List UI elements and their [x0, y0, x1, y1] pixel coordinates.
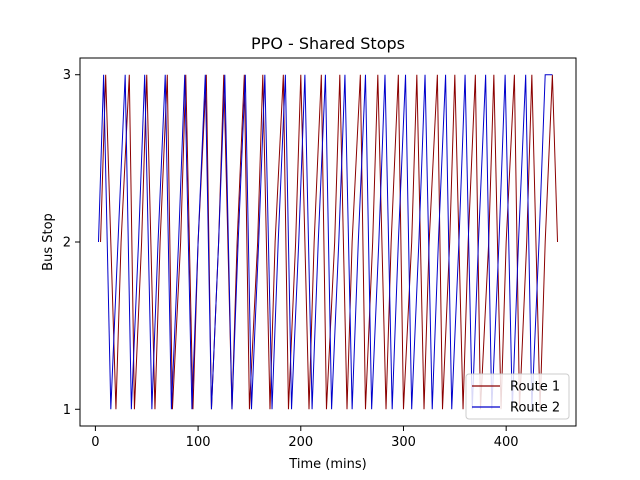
x-axis-label: Time (mins) — [288, 457, 366, 472]
series-line-2 — [97, 74, 553, 410]
legend-label-route-1: Route 1 — [510, 380, 560, 395]
y-axis-label: Bus Stop — [41, 213, 56, 271]
y-tick-label: 2 — [63, 236, 71, 251]
x-axis-ticks: 0 100 200 300 400 — [91, 426, 519, 450]
x-tick-label: 400 — [494, 435, 519, 450]
legend-box — [465, 373, 570, 420]
legend-label-route-2: Route 2 — [510, 401, 560, 416]
chart-title: PPO - Shared Stops — [251, 34, 405, 53]
y-axis-ticks: 1 2 3 — [63, 68, 80, 418]
x-tick-label: 200 — [288, 435, 313, 450]
y-tick-label: 1 — [63, 403, 71, 418]
legend: Route 1 Route 2 — [465, 373, 570, 420]
x-tick-label: 0 — [91, 435, 99, 450]
x-tick-label: 100 — [186, 435, 211, 450]
y-tick-label: 3 — [63, 68, 71, 83]
x-tick-label: 300 — [391, 435, 416, 450]
